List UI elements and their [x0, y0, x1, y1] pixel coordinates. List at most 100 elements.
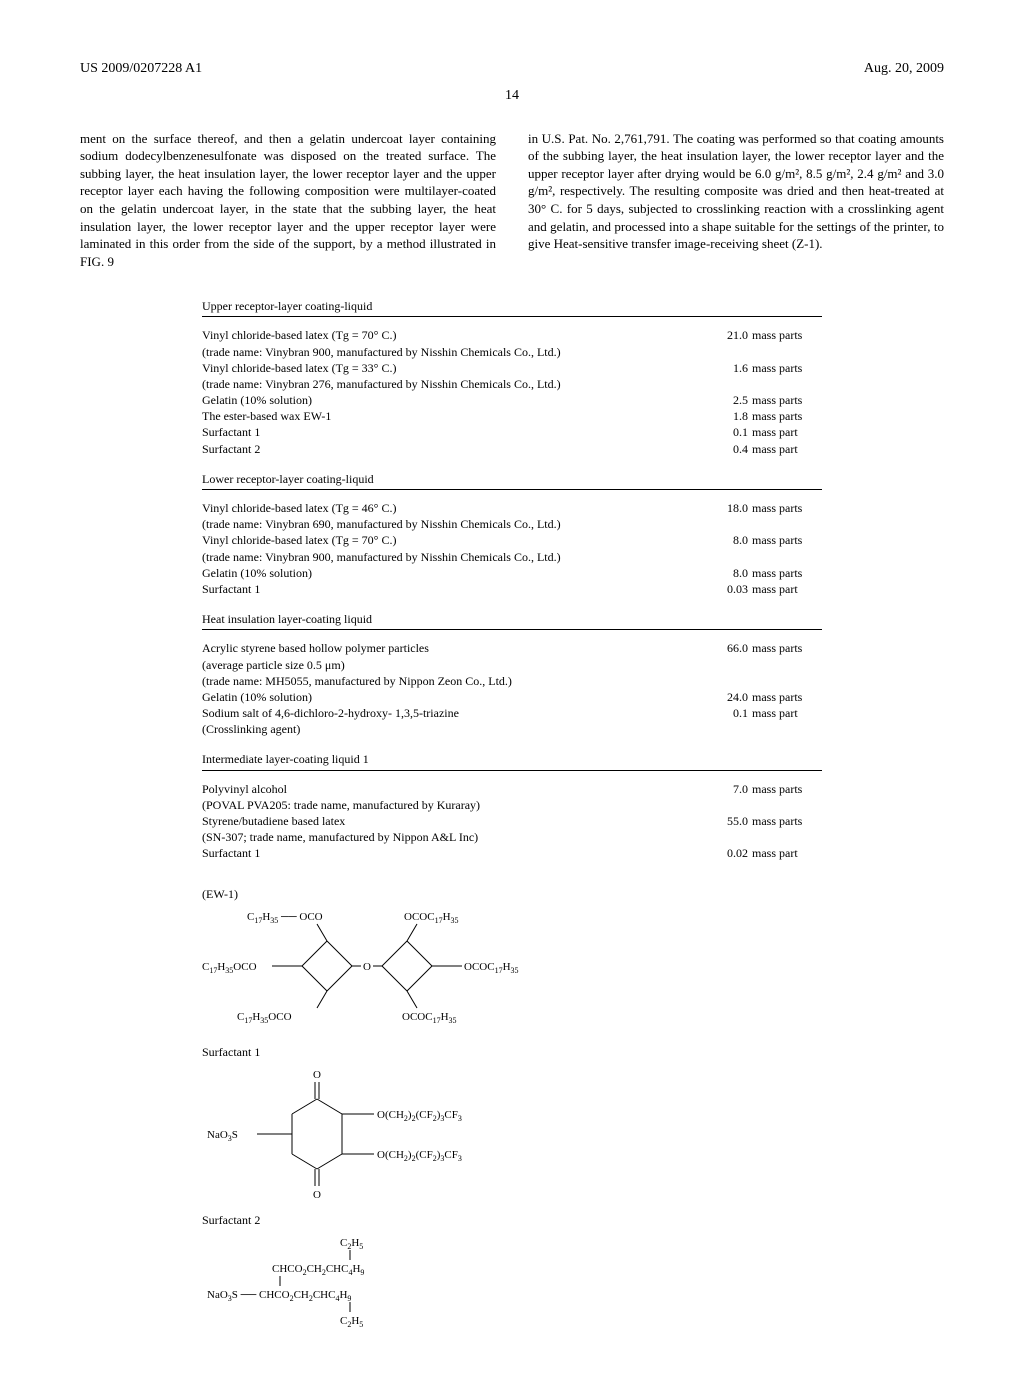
svg-text:C17H35OCO: C17H35OCO	[237, 1011, 292, 1025]
row-desc: Gelatin (10% solution)	[202, 565, 688, 581]
table-row: Surfactant 10.1mass part	[202, 424, 822, 440]
svg-text:OCOC17H35: OCOC17H35	[404, 911, 459, 925]
row-amount: 0.02	[688, 845, 748, 861]
page-number: 14	[80, 87, 944, 106]
row-amount: 55.0	[688, 813, 748, 829]
row-desc: Styrene/butadiene based latex	[202, 813, 688, 829]
row-unit: mass parts	[748, 565, 822, 581]
row-note: (trade name: Vinybran 276, manufactured …	[202, 376, 822, 392]
svg-text:C17H35OCO: C17H35OCO	[202, 961, 257, 975]
row-note: (average particle size 0.5 μm)	[202, 657, 822, 673]
row-desc: Polyvinyl alcohol	[202, 781, 688, 797]
svg-text:NaO3S ── CHCO2CH2CHC4H9: NaO3S ── CHCO2CH2CHC4H9	[207, 1289, 351, 1303]
svg-text:O(CH2)2(CF2)3CF3: O(CH2)2(CF2)3CF3	[377, 1149, 462, 1163]
row-note: (trade name: MH5055, manufactured by Nip…	[202, 673, 822, 689]
svg-text:O: O	[313, 1189, 321, 1201]
row-desc: Surfactant 1	[202, 845, 688, 861]
ew1-label: (EW-1)	[202, 886, 822, 902]
row-unit: mass part	[748, 845, 822, 861]
row-amount: 8.0	[688, 565, 748, 581]
table-row: The ester-based wax EW-11.8mass parts	[202, 408, 822, 424]
publication-date: Aug. 20, 2009	[864, 60, 944, 79]
row-amount: 2.5	[688, 392, 748, 408]
row-unit: mass parts	[748, 532, 822, 548]
row-amount: 8.0	[688, 532, 748, 548]
table-row: Gelatin (10% solution)24.0mass parts	[202, 689, 822, 705]
row-unit: mass part	[748, 441, 822, 457]
surfactant2-label: Surfactant 2	[202, 1212, 822, 1228]
svg-text:OCOC17H35: OCOC17H35	[402, 1011, 457, 1025]
section-title-3: Intermediate layer-coating liquid 1	[202, 751, 822, 770]
surfactant1-structure: O O NaO3S O(CH2)2(CF2)3CF3 O(CH2)2(CF2)3…	[202, 1064, 562, 1204]
row-amount: 0.03	[688, 581, 748, 597]
publication-number: US 2009/0207228 A1	[80, 60, 202, 79]
row-unit: mass parts	[748, 327, 822, 343]
row-amount: 66.0	[688, 640, 748, 656]
row-amount: 1.8	[688, 408, 748, 424]
table-row: Vinyl chloride-based latex (Tg = 70° C.)…	[202, 532, 822, 548]
svg-text:C2H5: C2H5	[340, 1237, 363, 1251]
row-note: (SN-307; trade name, manufactured by Nip…	[202, 829, 822, 845]
row-desc: The ester-based wax EW-1	[202, 408, 688, 424]
section-title-1: Lower receptor-layer coating-liquid	[202, 471, 822, 490]
row-desc: Vinyl chloride-based latex (Tg = 46° C.)	[202, 500, 688, 516]
row-desc: Sodium salt of 4,6-dichloro-2-hydroxy- 1…	[202, 705, 688, 721]
row-desc: Vinyl chloride-based latex (Tg = 70° C.)	[202, 532, 688, 548]
svg-text:NaO3S: NaO3S	[207, 1129, 238, 1143]
row-amount: 18.0	[688, 500, 748, 516]
row-desc: Gelatin (10% solution)	[202, 689, 688, 705]
row-unit: mass parts	[748, 640, 822, 656]
row-desc: Vinyl chloride-based latex (Tg = 70° C.)	[202, 327, 688, 343]
row-unit: mass parts	[748, 392, 822, 408]
row-unit: mass part	[748, 705, 822, 721]
table-row: Sodium salt of 4,6-dichloro-2-hydroxy- 1…	[202, 705, 822, 721]
table-row: Gelatin (10% solution)8.0mass parts	[202, 565, 822, 581]
row-note: (trade name: Vinybran 900, manufactured …	[202, 549, 822, 565]
table-row: Gelatin (10% solution)2.5mass parts	[202, 392, 822, 408]
row-unit: mass parts	[748, 408, 822, 424]
table-row: Vinyl chloride-based latex (Tg = 70° C.)…	[202, 327, 822, 343]
ew1-structure: C17H35 ── OCO OCOC17H35 C17H35OCO O OCOC…	[202, 906, 562, 1036]
surfactant1-label: Surfactant 1	[202, 1044, 822, 1060]
row-amount: 24.0	[688, 689, 748, 705]
row-unit: mass parts	[748, 813, 822, 829]
svg-text:CHCO2CH2CHC4H9: CHCO2CH2CHC4H9	[272, 1263, 364, 1277]
svg-text:OCOC17H35: OCOC17H35	[464, 961, 519, 975]
table-row: Surfactant 10.02mass part	[202, 845, 822, 861]
row-desc: Surfactant 1	[202, 424, 688, 440]
row-desc: Gelatin (10% solution)	[202, 392, 688, 408]
table-row: Vinyl chloride-based latex (Tg = 46° C.)…	[202, 500, 822, 516]
svg-text:O: O	[363, 961, 371, 973]
section-title-2: Heat insulation layer-coating liquid	[202, 611, 822, 630]
svg-text:C2H5: C2H5	[340, 1315, 363, 1329]
row-desc: Acrylic styrene based hollow polymer par…	[202, 640, 688, 656]
row-unit: mass parts	[748, 781, 822, 797]
row-desc: Vinyl chloride-based latex (Tg = 33° C.)	[202, 360, 688, 376]
row-note: (trade name: Vinybran 690, manufactured …	[202, 516, 822, 532]
row-unit: mass parts	[748, 500, 822, 516]
surfactant2-structure: C2H5 CHCO2CH2CHC4H9 NaO3S ── CHCO2CH2CHC…	[202, 1232, 562, 1332]
row-note: (Crosslinking agent)	[202, 721, 822, 737]
svg-text:C17H35 ── OCO: C17H35 ── OCO	[247, 911, 323, 925]
row-amount: 0.1	[688, 424, 748, 440]
right-column: in U.S. Pat. No. 2,761,791. The coating …	[528, 130, 944, 270]
table-row: Vinyl chloride-based latex (Tg = 33° C.)…	[202, 360, 822, 376]
row-amount: 21.0	[688, 327, 748, 343]
row-unit: mass part	[748, 581, 822, 597]
table-row: Polyvinyl alcohol7.0mass parts	[202, 781, 822, 797]
row-desc: Surfactant 2	[202, 441, 688, 457]
row-note: (trade name: Vinybran 900, manufactured …	[202, 344, 822, 360]
row-note: (POVAL PVA205: trade name, manufactured …	[202, 797, 822, 813]
left-column: ment on the surface thereof, and then a …	[80, 130, 496, 270]
table-row: Acrylic styrene based hollow polymer par…	[202, 640, 822, 656]
row-unit: mass parts	[748, 360, 822, 376]
table-row: Surfactant 10.03mass part	[202, 581, 822, 597]
row-amount: 0.4	[688, 441, 748, 457]
row-amount: 1.6	[688, 360, 748, 376]
section-title-0: Upper receptor-layer coating-liquid	[202, 298, 822, 317]
row-unit: mass part	[748, 424, 822, 440]
body-columns: ment on the surface thereof, and then a …	[80, 130, 944, 270]
row-unit: mass parts	[748, 689, 822, 705]
table-row: Styrene/butadiene based latex55.0mass pa…	[202, 813, 822, 829]
chemical-structures: (EW-1) C17H35 ── OCO OCOC17H35 C17H35OCO…	[202, 886, 822, 1333]
